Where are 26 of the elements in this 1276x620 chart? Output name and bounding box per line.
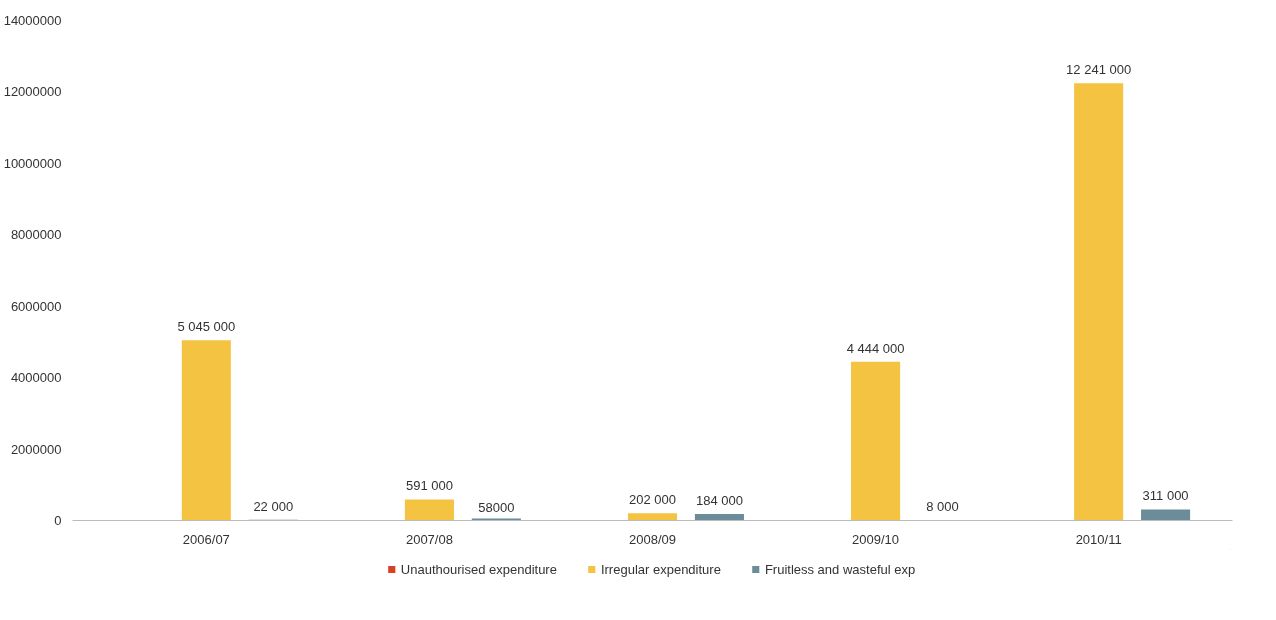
- x-tick-label: 2006/07: [182, 531, 230, 547]
- data-label: 8 000: [926, 499, 959, 515]
- x-tick-label: 2009/10: [852, 531, 900, 547]
- data-label: 184 000: [695, 492, 743, 508]
- legend-label: Fruitless and wasteful exp: [764, 561, 916, 577]
- y-tick-label: 12000000: [3, 84, 62, 100]
- y-tick-label: 14000000: [3, 13, 62, 28]
- x-tick-label: 2007/08: [405, 531, 453, 547]
- data-label: 22 000: [253, 498, 294, 514]
- x-tick-label: 2010/11: [1075, 531, 1122, 547]
- data-label: 4 444 000: [846, 340, 905, 356]
- data-label: 311 000: [1142, 488, 1189, 504]
- y-tick-label: 4000000: [10, 370, 62, 386]
- y-tick-label: 8000000: [10, 227, 62, 243]
- y-tick-label: 10000000: [3, 155, 62, 171]
- data-label: 591 000: [405, 478, 453, 494]
- y-tick-label: 0: [54, 513, 62, 528]
- legend-label: Irregular expenditure: [600, 561, 721, 577]
- x-tick-label: 2008/09: [629, 531, 676, 547]
- data-label: 202 000: [629, 492, 676, 508]
- legend-label: Unauthourised expenditure: [400, 561, 557, 577]
- y-tick-label: 6000000: [10, 298, 62, 314]
- data-label: 58000: [478, 500, 515, 516]
- data-label: 12 241 000: [1066, 62, 1132, 78]
- y-tick-label: 2000000: [10, 441, 62, 457]
- data-label: 5 045 000: [177, 319, 236, 335]
